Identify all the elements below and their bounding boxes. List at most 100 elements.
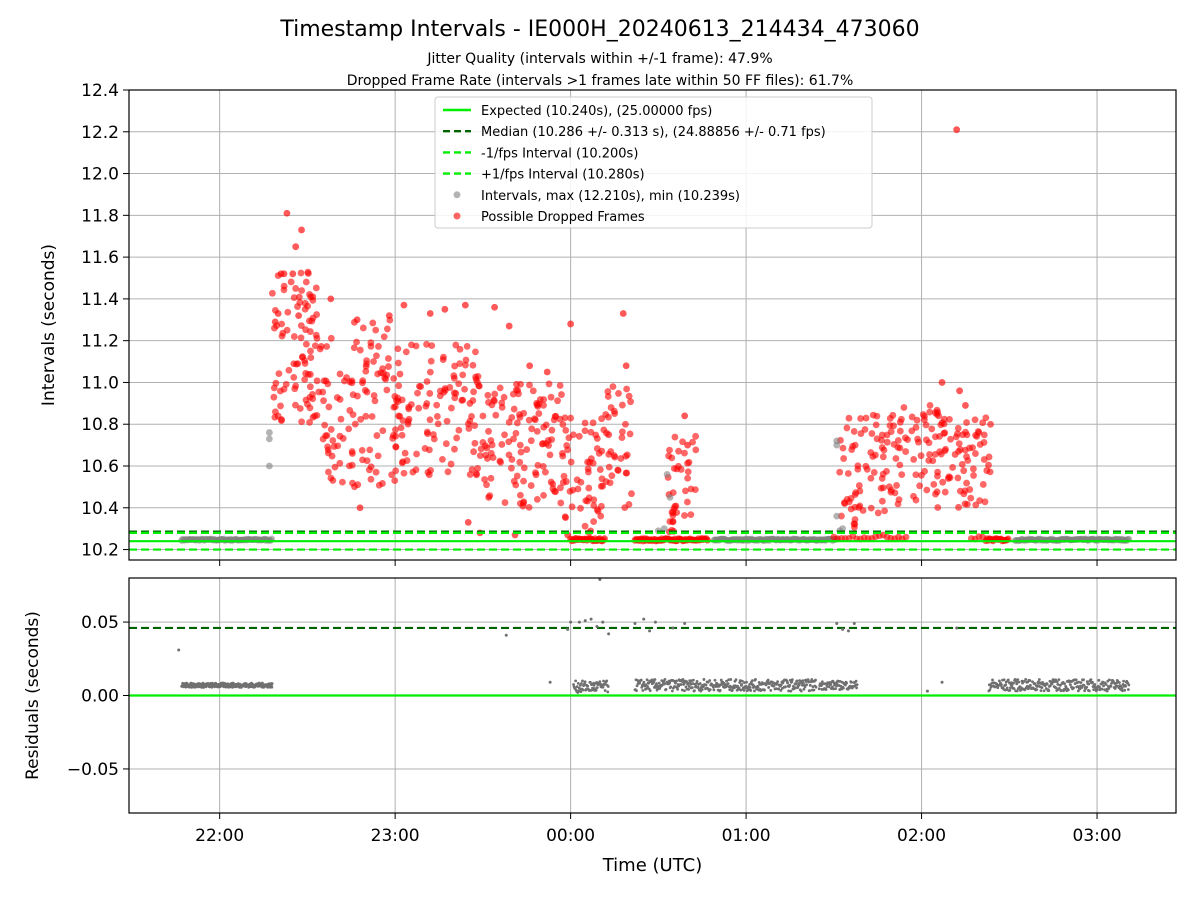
dropped-frame-point xyxy=(294,303,301,310)
dropped-frame-point xyxy=(350,344,358,352)
dropped-frame-point xyxy=(845,414,853,422)
dropped-frame-point xyxy=(451,445,458,453)
dropped-frame-point xyxy=(545,442,553,449)
residual-point xyxy=(581,688,585,692)
residual-point xyxy=(809,680,813,684)
dropped-frame-point xyxy=(327,426,335,433)
dropped-frame-point xyxy=(668,454,676,462)
dropped-frame-point xyxy=(372,326,380,334)
dropped-frame-point xyxy=(383,325,391,333)
dropped-frame-point xyxy=(628,490,635,498)
dropped-frame-point xyxy=(561,414,569,422)
dropped-frame-point xyxy=(487,437,495,444)
dropped-frame-point xyxy=(349,411,357,419)
dropped-frame-point xyxy=(843,424,851,432)
dropped-frame-point xyxy=(424,469,432,476)
dropped-frame-point xyxy=(543,368,551,376)
residual-point xyxy=(635,689,638,693)
residual-point xyxy=(769,688,773,692)
dropped-frame-point xyxy=(319,388,327,396)
dropped-frame-point xyxy=(914,435,921,443)
dropped-frame-point xyxy=(392,426,399,434)
residual-point xyxy=(786,681,790,685)
residual-point xyxy=(1126,688,1130,691)
residual-point xyxy=(689,682,693,686)
dropped-frame-point xyxy=(666,446,673,454)
dropped-frame-point xyxy=(301,376,309,383)
dropped-frame-point xyxy=(873,435,881,443)
dropped-frame-point xyxy=(587,428,595,436)
dropped-frame-point xyxy=(336,459,344,467)
dropped-frame-point xyxy=(598,502,605,510)
dropped-frame-point xyxy=(856,502,864,510)
dropped-frame-point xyxy=(867,474,875,482)
legend-entry-label: -1/fps Interval (10.200s) xyxy=(481,146,638,161)
residual-point xyxy=(1066,688,1070,692)
dropped-frame-point xyxy=(285,366,293,374)
dropped-frame-point xyxy=(857,415,865,422)
dropped-frame-point xyxy=(608,472,616,480)
dropped-frame-point xyxy=(922,421,930,429)
dropped-frame-point xyxy=(510,435,517,443)
dropped-frame-point xyxy=(627,398,634,406)
residual-point xyxy=(1092,688,1095,692)
dropped-frame-point xyxy=(370,392,378,399)
dropped-frame-point xyxy=(516,413,524,421)
residual-point xyxy=(670,689,674,693)
residual-point xyxy=(648,629,652,633)
dropped-frame-point xyxy=(471,422,479,430)
dropped-frame-point xyxy=(614,467,622,474)
chart-subtitle-dropped: Dropped Frame Rate (intervals >1 frames … xyxy=(347,73,854,89)
dropped-frame-point xyxy=(515,390,522,398)
dropped-frame-point xyxy=(289,270,297,278)
residual-point xyxy=(1039,689,1043,692)
dropped-frame-point xyxy=(847,505,855,513)
residual-point xyxy=(748,686,752,689)
residual-point xyxy=(579,690,583,694)
dropped-frame-point xyxy=(436,392,444,400)
residual-point xyxy=(1012,687,1016,691)
residual-point xyxy=(1025,684,1029,688)
dropped-frame-point xyxy=(353,338,360,346)
residual-point xyxy=(1005,686,1009,690)
dropped-frame-point xyxy=(585,484,593,492)
residual-point xyxy=(1002,678,1006,682)
residual-point xyxy=(575,685,579,689)
legend-swatch-dot xyxy=(453,191,461,199)
dropped-frame-point xyxy=(383,371,391,379)
dropped-frame-point xyxy=(606,479,614,487)
dropped-frame-point xyxy=(353,316,361,324)
residual-point xyxy=(763,688,766,692)
residual-point xyxy=(1114,684,1118,688)
dropped-frame-point xyxy=(468,412,475,420)
residual-point xyxy=(824,688,828,691)
dropped-frame-point xyxy=(979,419,987,427)
dropped-frame-point xyxy=(925,439,933,447)
dropped-frame-point xyxy=(593,435,601,442)
residual-point xyxy=(1105,689,1109,693)
dropped-frame-point xyxy=(966,486,974,493)
residual-point xyxy=(729,678,733,681)
y-tick-label: 11.0 xyxy=(81,373,119,393)
dropped-frame-point xyxy=(498,403,506,411)
dropped-frame-point xyxy=(887,428,895,436)
dropped-frame-point xyxy=(870,469,878,476)
dropped-frame-point xyxy=(395,412,402,420)
residual-point xyxy=(645,687,648,691)
residual-point xyxy=(988,688,992,692)
dropped-frame-point xyxy=(558,450,566,457)
dropped-frame-point xyxy=(535,410,543,417)
dropped-frame-point xyxy=(568,503,576,511)
dropped-frame-point xyxy=(851,520,859,528)
residual-point xyxy=(1074,678,1078,682)
dropped-frame-point xyxy=(302,370,310,377)
dropped-frame-point xyxy=(309,293,317,301)
dropped-frame-point xyxy=(539,440,547,447)
dropped-frame-point xyxy=(292,243,300,251)
residual-point xyxy=(1026,687,1030,691)
dropped-frame-point xyxy=(839,444,847,452)
residual-point xyxy=(594,688,598,692)
dropped-frame-point xyxy=(881,507,889,515)
dropped-frame-point xyxy=(339,435,347,442)
residual-point xyxy=(684,685,688,689)
